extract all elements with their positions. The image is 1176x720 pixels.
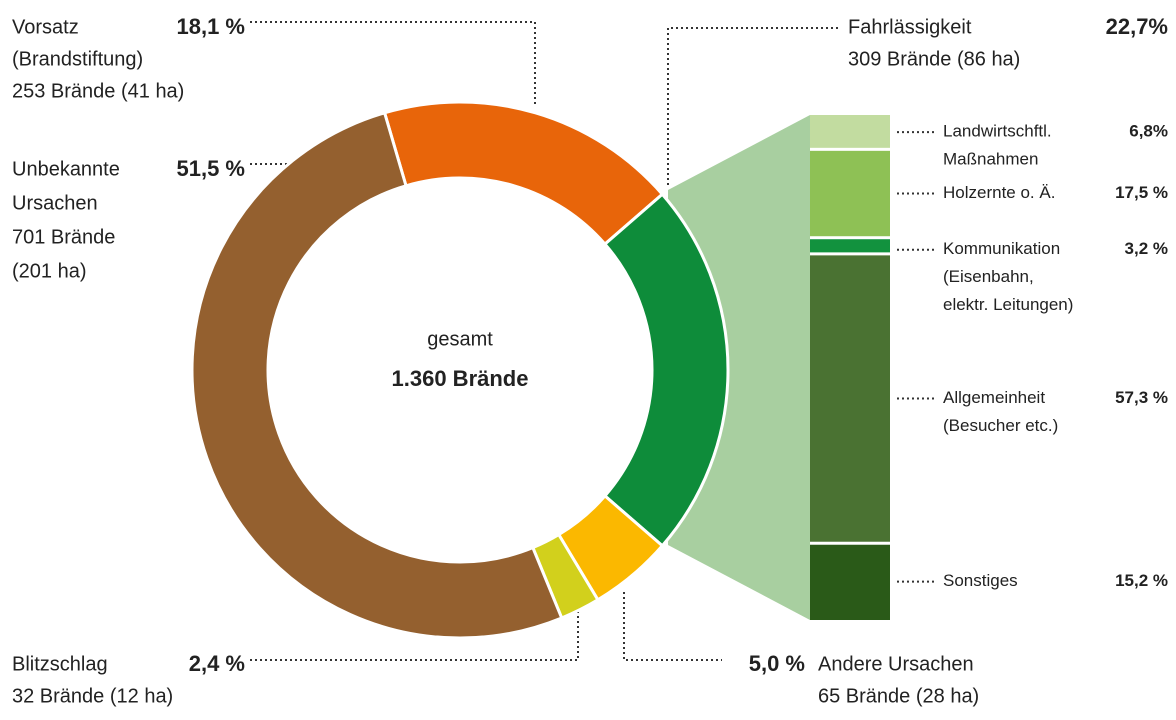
segment-label: 32 Brände (12 ha) [12,685,173,707]
value-label: 17,5 % [1115,183,1168,202]
segment-label: (201 ha) [12,260,87,282]
donut-segment [602,192,730,548]
leader-line [623,592,722,661]
center-total: 1.360 Brände [392,366,529,391]
segment-label: Allgemeinheit [943,388,1045,407]
value-label: 15,2 % [1115,571,1168,590]
leader-line [250,21,536,105]
center-label: gesamt [427,328,493,350]
segment-label: Sonstiges [943,571,1018,590]
segment-label: (Brandstiftung) [12,48,143,70]
segment-label: Ursachen [12,192,98,214]
value-label: 3,2 % [1125,239,1168,258]
segment-label: Landwirtschftl. [943,122,1052,141]
bar-segment [810,544,890,620]
value-label: 5,0 % [749,651,805,676]
segment-label: 701 Brände [12,226,115,248]
value-label: 57,3 % [1115,388,1168,407]
value-label: 51,5 % [177,156,246,181]
value-label: 18,1 % [177,14,246,39]
segment-label: 309 Brände (86 ha) [848,48,1020,70]
segment-label: Blitzschlag [12,653,108,675]
segment-label: Vorsatz [12,16,79,38]
segment-label: Holzernte o. Ä. [943,183,1055,202]
bar-segment [810,255,890,542]
bar-segment [810,150,890,237]
segment-label: Fahrlässigkeit [848,16,972,38]
segment-label: (Besucher etc.) [943,416,1058,435]
segment-label: (Eisenbahn, [943,267,1034,286]
bar-segment [810,239,890,253]
segment-label: 65 Brände (28 ha) [818,685,979,707]
segment-label: elektr. Leitungen) [943,295,1073,314]
value-label: 2,4 % [189,651,245,676]
segment-label: Kommunikation [943,239,1060,258]
segment-label: Unbekannte [12,158,120,180]
segment-label: Andere Ursachen [818,653,974,675]
donut-segment [190,110,564,640]
bar-segment [810,115,890,148]
value-label: 22,7% [1106,14,1168,39]
leader-line [250,612,579,661]
segment-label: 253 Brände (41 ha) [12,80,184,102]
value-label: 6,8% [1129,122,1168,141]
leader-line [667,27,838,185]
donut-segment [382,100,665,247]
segment-label: Maßnahmen [943,150,1038,169]
breakdown-connector [668,115,810,620]
